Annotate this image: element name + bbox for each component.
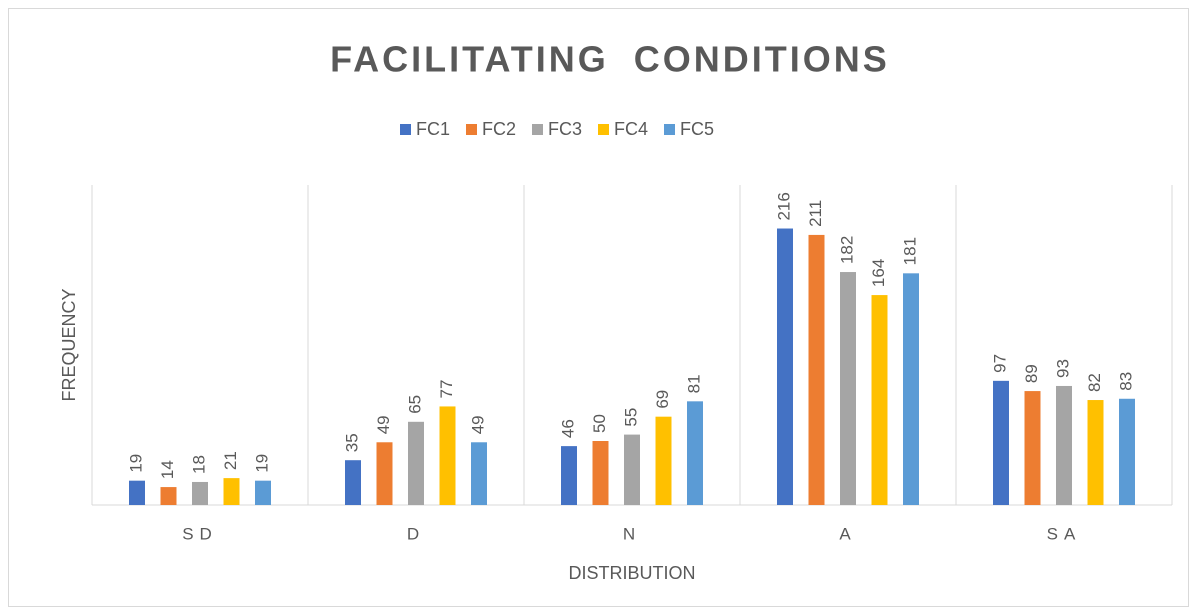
bar bbox=[871, 295, 888, 505]
legend-swatch bbox=[466, 124, 477, 135]
chart-title: FACILITATING CONDITIONS bbox=[330, 39, 890, 80]
data-label: 181 bbox=[900, 237, 919, 265]
legend-swatch bbox=[400, 124, 411, 135]
data-label: 21 bbox=[221, 451, 240, 470]
bar bbox=[903, 273, 919, 505]
data-label: 83 bbox=[1116, 372, 1135, 391]
legend-label: FC1 bbox=[416, 119, 450, 139]
data-label: 89 bbox=[1022, 364, 1041, 383]
bar bbox=[129, 480, 145, 505]
data-label: 49 bbox=[468, 415, 487, 434]
data-label: 49 bbox=[374, 415, 393, 434]
x-tick-label: SA bbox=[1047, 524, 1082, 543]
legend-swatch bbox=[664, 124, 675, 135]
bar bbox=[1024, 391, 1041, 505]
data-label: 82 bbox=[1085, 373, 1104, 392]
legend-label: FC4 bbox=[614, 119, 648, 139]
legend-swatch bbox=[532, 124, 543, 135]
bar bbox=[592, 441, 609, 505]
legend-label: FC2 bbox=[482, 119, 516, 139]
bar bbox=[687, 401, 703, 505]
data-label: 216 bbox=[774, 192, 793, 220]
bar bbox=[160, 487, 177, 505]
bar bbox=[376, 442, 393, 505]
bar bbox=[840, 272, 856, 505]
bar bbox=[223, 478, 240, 505]
legend-swatch bbox=[598, 124, 609, 135]
x-tick-label: D bbox=[407, 524, 425, 543]
data-label: 35 bbox=[342, 433, 361, 452]
x-tick-label: A bbox=[839, 524, 856, 543]
bar bbox=[345, 460, 361, 505]
data-label: 55 bbox=[621, 408, 640, 427]
data-label: 164 bbox=[869, 259, 888, 287]
bar bbox=[561, 446, 577, 505]
bar bbox=[1056, 385, 1072, 505]
x-tick-label: N bbox=[623, 524, 641, 543]
data-label: 182 bbox=[837, 236, 856, 264]
data-label: 14 bbox=[158, 460, 177, 479]
y-axis-title: FREQUENCY bbox=[59, 288, 79, 401]
bar bbox=[1087, 400, 1104, 505]
x-axis-title: DISTRIBUTION bbox=[568, 563, 695, 583]
data-label: 50 bbox=[590, 414, 609, 433]
chart-border bbox=[8, 8, 1189, 607]
data-label: 97 bbox=[990, 354, 1009, 373]
data-label: 19 bbox=[252, 454, 271, 473]
bar bbox=[439, 406, 456, 505]
legend-label: FC3 bbox=[548, 119, 582, 139]
bar bbox=[1119, 398, 1135, 505]
bar bbox=[808, 234, 825, 506]
data-label: 93 bbox=[1053, 359, 1072, 378]
legend-label: FC5 bbox=[680, 119, 714, 139]
data-label: 69 bbox=[653, 390, 672, 409]
bar bbox=[192, 481, 208, 505]
data-label: 81 bbox=[684, 374, 703, 393]
data-label: 19 bbox=[126, 454, 145, 473]
data-label: 77 bbox=[437, 380, 456, 399]
data-label: 65 bbox=[405, 395, 424, 414]
data-label: 46 bbox=[558, 419, 577, 438]
bar bbox=[655, 416, 672, 505]
data-label: 18 bbox=[189, 455, 208, 474]
data-label: 211 bbox=[806, 200, 825, 227]
bar bbox=[777, 228, 793, 505]
x-tick-label: SD bbox=[182, 524, 218, 543]
bar bbox=[471, 442, 487, 505]
bar bbox=[624, 434, 640, 505]
bar bbox=[993, 380, 1009, 505]
bar bbox=[255, 480, 271, 505]
bar bbox=[408, 421, 424, 505]
